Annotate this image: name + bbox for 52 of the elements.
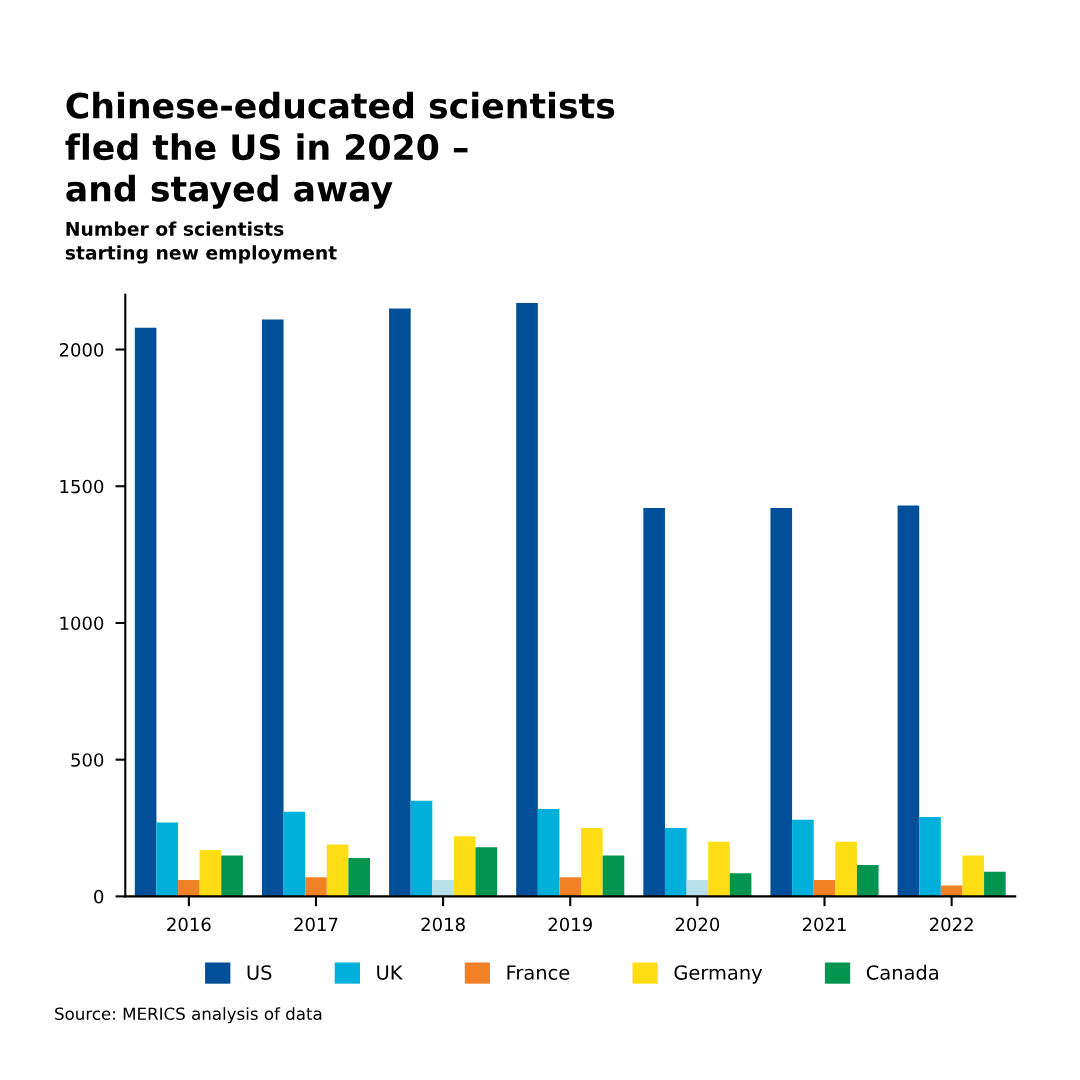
bar (792, 819, 814, 897)
x-tick-label: 2016 (167, 917, 211, 932)
bar (221, 855, 243, 897)
x-tick-label: 2018 (421, 917, 465, 932)
legend-label: Germany (674, 965, 763, 984)
bar (326, 844, 349, 897)
bar (602, 855, 625, 897)
bar (261, 319, 284, 897)
bar (305, 877, 327, 897)
legend-label: UK (377, 965, 403, 980)
bar (919, 817, 941, 897)
bar (962, 855, 985, 897)
y-tick-label: 1000 (60, 616, 104, 631)
bar (643, 508, 665, 897)
bar (537, 808, 560, 897)
bar (581, 828, 603, 897)
y-tick-label: 500 (71, 753, 104, 767)
bar (984, 871, 1006, 897)
x-tick-label: 2019 (548, 917, 592, 932)
y-tick-label: 2000 (59, 342, 104, 357)
bar (156, 822, 179, 897)
legend-label: Canada (866, 964, 938, 980)
legend-label: France (507, 965, 570, 980)
y-axis-title: Number of scientists starting new employment (65, 221, 337, 264)
legend-label: US (247, 965, 272, 980)
bar (283, 811, 306, 897)
x-tick-label: 2017 (294, 917, 338, 932)
bar (835, 841, 857, 897)
bar (199, 849, 222, 897)
y-tick-label: 1500 (60, 479, 104, 494)
chart-title: Chinese-educated scientists fled the US in 2020 – and stayed away (65, 91, 615, 209)
y-tick-label: 0 (94, 889, 104, 904)
bar (432, 879, 454, 897)
bar (770, 508, 793, 897)
bar (897, 505, 920, 897)
x-tick-label: 2021 (802, 917, 846, 932)
bar (559, 877, 582, 897)
bar (708, 841, 730, 897)
bar (856, 864, 879, 897)
bar (516, 303, 538, 897)
bar (453, 836, 476, 897)
source-note: Source: MERICS analysis of data (55, 1007, 322, 1024)
bar (475, 847, 498, 897)
bar (664, 828, 687, 897)
bar (348, 858, 371, 897)
x-tick-label: 2022 (929, 917, 973, 932)
x-tick-label: 2020 (675, 917, 720, 932)
bar (389, 308, 411, 897)
bar (178, 879, 200, 897)
bar (410, 800, 433, 897)
bar (729, 873, 752, 897)
bar (134, 327, 157, 897)
